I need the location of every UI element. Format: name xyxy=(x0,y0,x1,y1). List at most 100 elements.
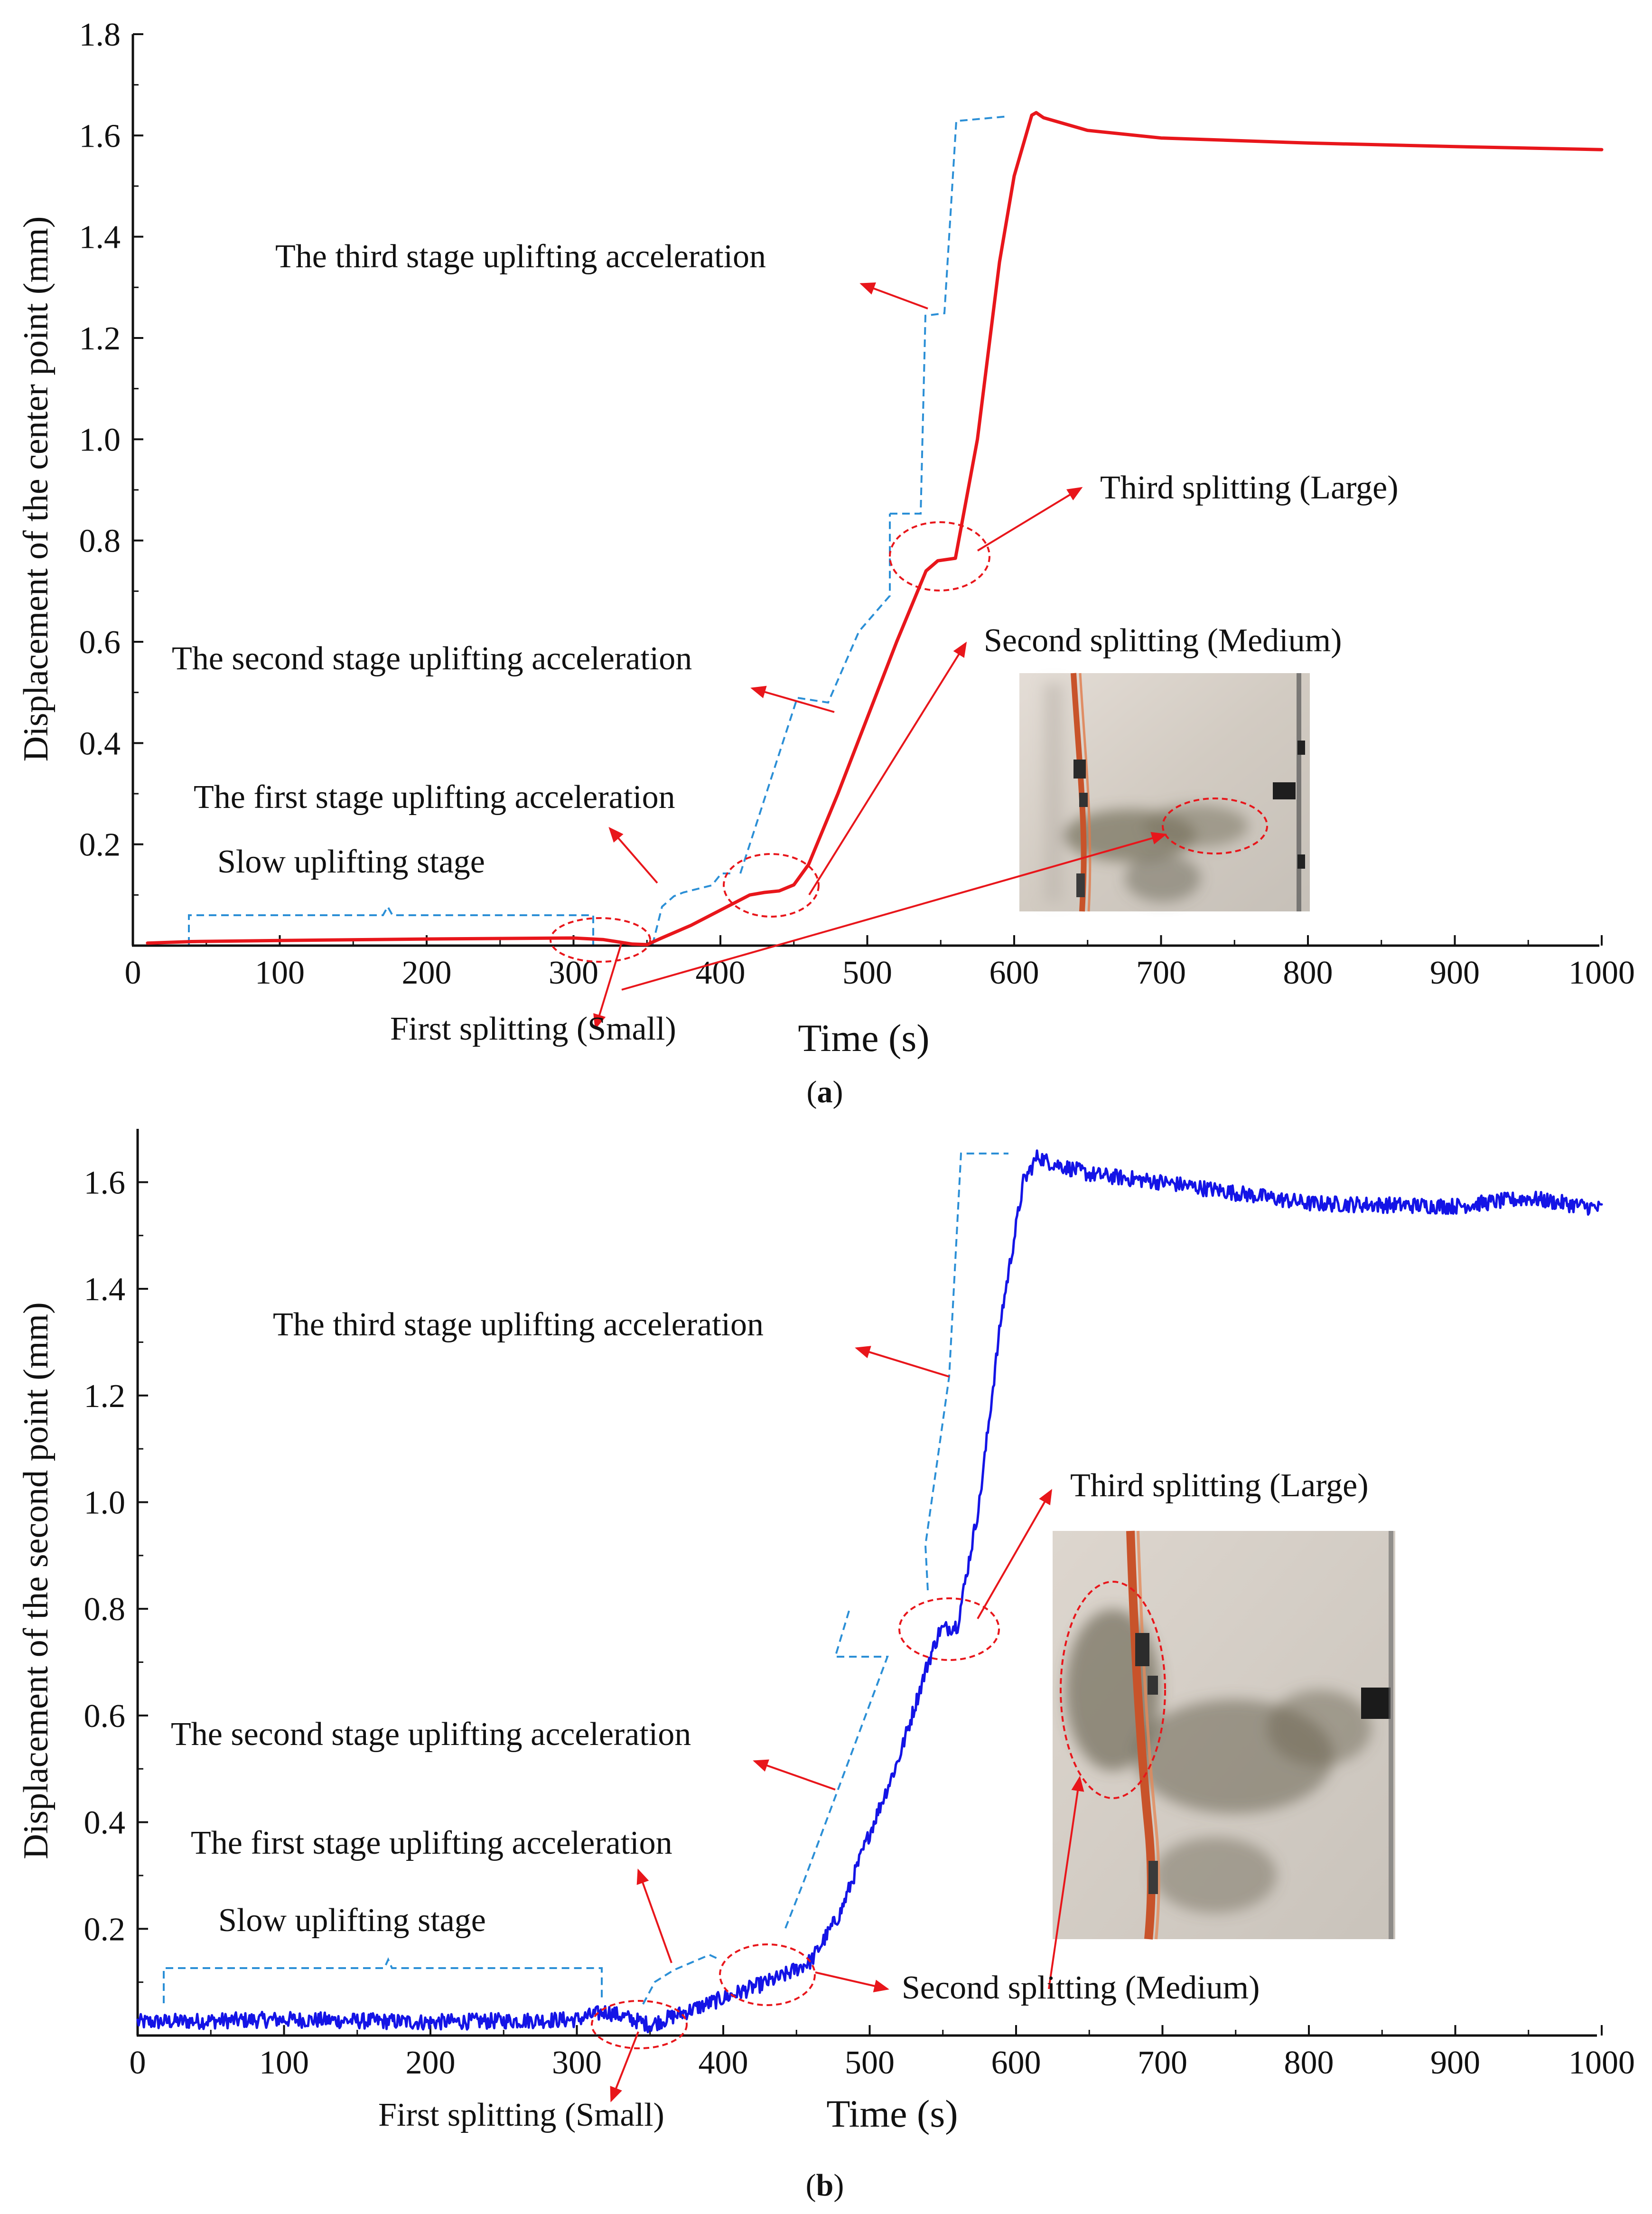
y-tick-label: 1.2 xyxy=(84,1378,126,1415)
series-a xyxy=(146,111,1604,947)
third-split-ellipse-a xyxy=(889,521,990,591)
photo-split-ellipse-b xyxy=(1060,1581,1166,1799)
x-ticks-a: 0 100 200 300 400 500 600 700 800 900 1000 xyxy=(125,935,1635,991)
slow-stage-bracket-b xyxy=(163,1957,603,2003)
panel-label-a: (a) xyxy=(807,1075,843,1109)
third-stage-label-b: The third stage uplifting acceleration xyxy=(273,1306,764,1343)
y-ticks-b: 0.2 0.4 0.6 0.8 1.0 1.2 1.4 1.6 xyxy=(84,1164,148,1983)
annotations-b: The third stage uplifting acceleration T… xyxy=(171,1306,1369,2133)
panel-label-b: (b) xyxy=(806,2168,844,2203)
y-tick-label: 0.4 xyxy=(84,1805,126,1841)
arrow-second-stage-b xyxy=(753,1759,836,1791)
second-stage-label-a: The second stage uplifting acceleration xyxy=(172,640,692,677)
x-tick-label: 500 xyxy=(842,955,892,991)
split-markers-a xyxy=(550,521,1268,963)
x-tick-label: 300 xyxy=(552,2045,602,2081)
arrow-third-stage-a xyxy=(859,282,928,310)
y-tick-label: 1.2 xyxy=(79,320,121,357)
x-ticks-b: 0 100 200 300 400 500 600 700 800 900 1000 xyxy=(130,2025,1635,2081)
y-tick-label: 0.2 xyxy=(84,1911,126,1948)
x-tick-label: 300 xyxy=(549,955,598,991)
x-tick-label: 900 xyxy=(1430,2045,1480,2081)
third-split-label-a: Third splitting (Large) xyxy=(1100,469,1399,506)
y-tick-label: 0.2 xyxy=(79,827,121,863)
stage-brackets-a xyxy=(188,115,1009,945)
third-split-ellipse-b xyxy=(898,1597,1000,1661)
stage-brackets-b xyxy=(163,1153,1008,2005)
x-tick-label: 800 xyxy=(1283,955,1333,991)
arrow-first-stage-b xyxy=(636,1868,672,1963)
y-tick-label: 0.6 xyxy=(84,1698,126,1735)
y-tick-label: 1.4 xyxy=(84,1271,126,1308)
y-tick-label: 1.4 xyxy=(79,219,121,256)
slow-stage-bracket-a xyxy=(188,904,594,945)
axes-b xyxy=(136,1129,1597,2037)
x-tick-label: 1000 xyxy=(1568,955,1635,991)
y-tick-label: 0.6 xyxy=(79,624,121,661)
y-axis-label-a: Displacement of the center point (mm) xyxy=(17,216,56,762)
y-tick-label: 1.0 xyxy=(84,1484,126,1521)
slow-stage-label-a: Slow uplifting stage xyxy=(217,844,485,880)
annotations-a: The third stage uplifting acceleration T… xyxy=(172,238,1399,1047)
series-line xyxy=(146,111,1604,947)
arrow-third-split-a xyxy=(977,487,1083,552)
x-tick-label: 400 xyxy=(699,2045,748,2081)
slow-stage-label-b: Slow uplifting stage xyxy=(218,1902,486,1939)
chart-panel-a: 0 100 200 300 400 500 600 700 800 900 1000 0.20.40… xyxy=(17,17,1635,1109)
arrow-third-split-b xyxy=(977,1489,1052,1619)
second-stage-bracket-b xyxy=(784,1609,889,1929)
x-tick-label: 200 xyxy=(406,2045,456,2081)
x-axis-label-a: Time (s) xyxy=(798,1016,929,1060)
arrow-second-split-to-photo-b xyxy=(1048,1776,1084,1989)
annotation-arrows-b xyxy=(610,1346,1084,2102)
first-stage-bracket-a xyxy=(652,872,733,945)
series-line xyxy=(136,1149,1603,2034)
x-tick-label: 700 xyxy=(1138,2045,1187,2081)
first-split-label-a: First splitting (Small) xyxy=(390,1011,676,1047)
y-tick-label: 1.6 xyxy=(79,118,121,154)
x-tick-label: 100 xyxy=(255,955,305,991)
x-tick-label: 600 xyxy=(989,955,1039,991)
y-tick-label: 1.0 xyxy=(79,422,121,458)
y-tick-label: 1.6 xyxy=(84,1164,126,1201)
second-stage-label-b: The second stage uplifting acceleration xyxy=(171,1716,691,1753)
y-axis-label-b: Displacement of the second point (mm) xyxy=(17,1302,56,1859)
x-tick-label: 600 xyxy=(991,2045,1041,2081)
x-tick-label: 0 xyxy=(125,955,141,991)
second-split-ellipse-b xyxy=(719,1943,816,2006)
photo-split-ellipse-a xyxy=(1162,797,1268,854)
arrow-second-split-b xyxy=(815,1971,889,1992)
third-stage-bracket-b xyxy=(924,1153,1008,1591)
photo-inset-a xyxy=(1019,673,1310,912)
y-tick-label: 0.8 xyxy=(79,523,121,560)
x-tick-label: 0 xyxy=(130,2045,146,2081)
first-split-ellipse-b xyxy=(591,2000,688,2049)
x-tick-label: 1000 xyxy=(1568,2045,1635,2081)
second-split-ellipse-a xyxy=(723,853,820,918)
first-stage-label-b: The first stage uplifting acceleration xyxy=(191,1825,672,1861)
x-tick-label: 400 xyxy=(696,955,746,991)
y-ticks-a: 0.2 0.4 0.6 0.8 1.0 1.2 1.4 1.6 1.8 xyxy=(79,17,143,896)
first-stage-label-a: The first stage uplifting acceleration xyxy=(194,779,675,816)
second-split-label-a: Second splitting (Medium) xyxy=(984,622,1342,659)
series-b xyxy=(136,1149,1603,2034)
annotation-arrows-a xyxy=(593,282,1167,1030)
arrow-first-split-a xyxy=(593,942,623,1030)
second-stage-bracket-a xyxy=(739,514,891,874)
arrow-second-split-a xyxy=(808,641,967,896)
y-tick-label: 1.8 xyxy=(79,17,121,53)
arrow-first-stage-a xyxy=(608,826,658,884)
third-stage-bracket-a xyxy=(890,115,1009,515)
x-tick-label: 700 xyxy=(1136,955,1186,991)
arrow-third-stage-b xyxy=(855,1346,950,1378)
x-tick-label: 800 xyxy=(1284,2045,1334,2081)
arrow-first-split-to-photo-a xyxy=(621,832,1167,991)
third-split-label-b: Third splitting (Large) xyxy=(1070,1467,1369,1504)
arrow-second-stage-a xyxy=(750,685,835,713)
x-tick-label: 900 xyxy=(1430,955,1480,991)
x-tick-label: 500 xyxy=(845,2045,895,2081)
first-split-ellipse-a xyxy=(550,917,651,963)
arrow-first-split-b xyxy=(610,2031,639,2102)
x-axis-label-b: Time (s) xyxy=(826,2092,958,2135)
